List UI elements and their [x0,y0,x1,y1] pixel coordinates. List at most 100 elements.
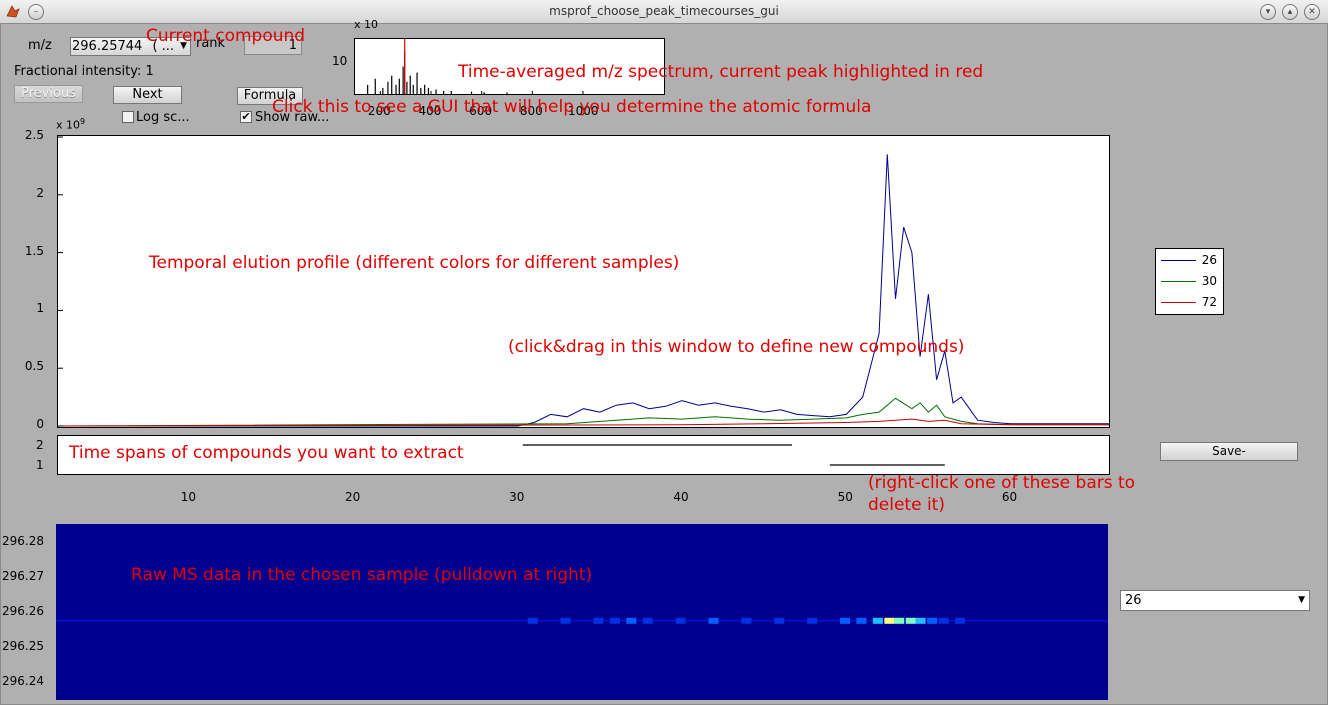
profile-ytick: 2.5 [24,128,44,142]
raw-ms-heatmap[interactable] [56,524,1108,700]
time-xtick: 40 [673,490,689,504]
profile-ytick: 0 [36,417,44,431]
raw-signal-point [774,617,785,624]
profile-ytick: 2 [36,185,44,200]
raw-signal-point [840,617,850,624]
raw-signal-point [609,617,620,624]
legend-swatch [1161,260,1196,261]
next-button[interactable]: Next [113,86,182,104]
elution-profile-axes[interactable] [57,135,1110,428]
window-title: msprof_choose_peak_timecourses_gui [549,4,779,18]
rank-input[interactable]: 1 [244,36,302,55]
matlab-logo-icon [6,4,20,18]
raw-signal-point [856,617,867,624]
raw-signal-point [894,617,905,624]
spectrum-xticks: 200 400 600 800 1000 [354,104,663,120]
annotation-raw: Raw MS data in the chosen sample (pulldo… [131,565,593,585]
raw-ytick: 296.28 [2,533,44,548]
spectrum-inset-axes[interactable] [354,38,665,95]
time-xtick: 30 [509,490,525,504]
annotation-delete-2: delete it) [868,495,945,515]
annotation-formula: Click this to see a GUI that will help y… [272,97,872,117]
annotation-profile: Temporal elution profile (different colo… [149,253,680,273]
raw-signal-point [938,617,949,624]
formula-button[interactable]: Formula [237,87,303,105]
raw-ytick: 296.24 [2,674,44,689]
spectrum-ytick: 10 [332,54,348,68]
legend-swatch [1161,281,1196,282]
raw-signal-point [872,617,883,624]
raw-signal-point [593,617,604,624]
annotation-drag: (click&drag in this window to define new… [508,337,965,357]
annotation-current-compound: Current compound [146,26,306,46]
spectrum-xtick: 400 [418,104,442,118]
profile-exponent: x 109 [56,117,86,132]
spans-ytick-1: 1 [36,458,44,472]
mz-value: 296.25744 [72,39,143,54]
legend-label: 26 [1201,253,1217,267]
raw-signal-point [807,617,818,624]
sample-value: 26 [1125,593,1142,608]
raw-signal-point [708,617,719,624]
mz-suffix: ( ... [152,39,175,54]
raw-ytick: 296.27 [2,568,44,583]
show-raw-label: Show raw... [255,110,330,125]
spectrum-plot [367,39,584,94]
legend[interactable]: 26 30 72 [1155,248,1224,315]
time-spans-plot [522,444,945,466]
time-xtick: 10 [180,490,197,504]
raw-signal-point [560,617,571,624]
annotation-spans: Time spans of compounds you want to extr… [69,443,464,463]
time-spans-axes[interactable] [57,435,1110,475]
raw-ms-plot [56,617,1108,624]
raw-yticks: 296.28 296.27 296.26 296.25 296.24 [0,0,56,705]
maximize-button[interactable]: ▴ [1282,4,1298,20]
elution-profile-plot [58,136,1109,427]
raw-signal-point [927,617,938,624]
profile-yticks: 0 0.5 1 1.5 2 2.5 [0,0,56,705]
previous-button[interactable]: Previous [14,85,83,103]
spans-ytick-2: 2 [36,438,44,452]
sample-dropdown[interactable]: 26 ▼ [1120,590,1310,611]
legend-swatch [1161,302,1196,303]
show-raw-checkbox[interactable]: ✔ [240,110,252,123]
raw-signal-point [915,617,926,624]
time-xticks: 10 20 30 40 50 60 [57,490,1108,506]
rank-label: rank [196,36,226,51]
annotation-spectrum: Time-averaged m/z spectrum, current peak… [458,62,984,82]
fractional-intensity: Fractional intensity: 1 [14,64,154,79]
legend-item: 26 [1156,253,1223,267]
profile-ytick: 0.5 [24,359,44,374]
minimize-button[interactable]: ▾ [1260,4,1276,20]
close-button[interactable]: ✕ [1304,4,1320,20]
raw-ytick: 296.26 [2,604,44,618]
raw-signal-point [675,617,686,624]
annotation-delete-1: (right-click one of these bars to [868,473,1136,493]
window-menu-button[interactable]: – [28,4,44,20]
raw-ytick: 296.25 [2,639,44,654]
legend-label: 72 [1201,295,1217,309]
raw-signal-point [884,617,895,624]
chevron-down-icon: ▼ [1298,595,1305,605]
rank-value: 1 [288,38,297,53]
save-button[interactable]: Save- [1160,442,1298,461]
series-line-30 [58,397,1109,427]
spectrum-xtick: 800 [519,104,543,118]
spectrum-xtick: 200 [367,104,391,118]
chevron-down-icon: ▼ [180,41,187,51]
mz-label: m/z [28,38,52,53]
raw-signal-point [955,617,966,624]
log-scale-label: Log sc... [136,110,190,125]
raw-signal-point [905,617,916,624]
spectrum-xtick: 600 [469,104,493,118]
time-xtick: 60 [1001,490,1018,504]
raw-signal-point [527,617,538,624]
log-scale-checkbox[interactable] [122,111,134,123]
spectrum-exponent: x 10 [354,18,379,31]
profile-ytick: 1 [36,301,44,316]
legend-item: 72 [1156,295,1223,309]
mz-dropdown[interactable]: 296.25744 ( ... ▼ [70,37,191,56]
time-xtick: 20 [344,490,361,504]
profile-ytick: 1.5 [24,243,44,258]
series-line-26 [58,154,1109,427]
